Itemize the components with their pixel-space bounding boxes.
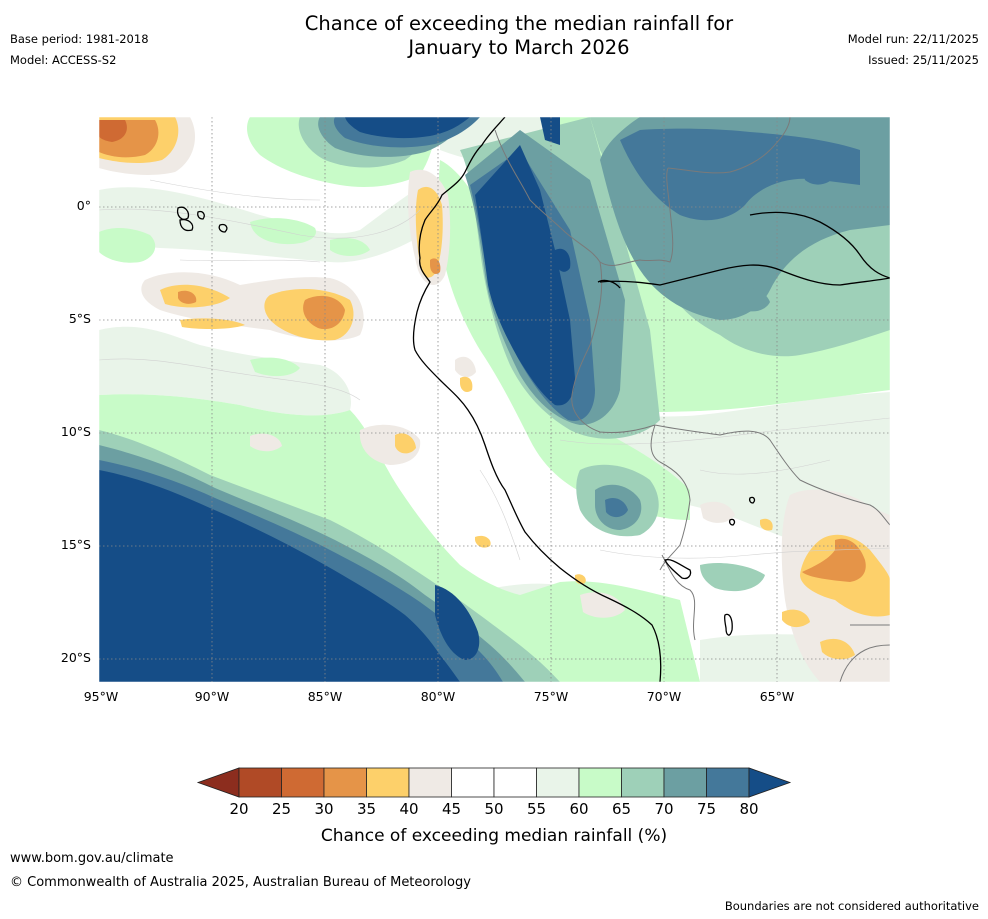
colorbar-cell-c20_25 bbox=[238, 767, 282, 798]
colorbar-tick-label: 65 bbox=[611, 800, 632, 818]
map-title: Chance of exceeding the median rainfall … bbox=[194, 12, 844, 60]
colorbar-cell-c60_65 bbox=[578, 767, 622, 798]
meta-left: Base period: 1981-2018 Model: ACCESS-S2 bbox=[10, 29, 149, 71]
colorbar-tick-label: 70 bbox=[654, 800, 674, 818]
lat-label-20s: 20°S bbox=[60, 650, 91, 665]
colorbar-tick-label: 55 bbox=[526, 800, 547, 818]
colorbar-cell-c70_75 bbox=[663, 767, 707, 798]
colorbar bbox=[196, 767, 792, 798]
colorbar-cell-c45_50 bbox=[451, 767, 495, 798]
lon-label-90w: 90°W bbox=[194, 689, 230, 704]
lat-label-5s: 5°S bbox=[68, 311, 91, 326]
colorbar-cells bbox=[238, 767, 750, 798]
boundary-disclaimer: Boundaries are not considered authoritat… bbox=[724, 899, 979, 913]
colorbar-cell-c55_60 bbox=[536, 767, 580, 798]
colorbar-title: Chance of exceeding median rainfall (%) bbox=[320, 826, 668, 846]
base-period: Base period: 1981-2018 bbox=[10, 32, 149, 46]
colorbar-cell-c25_30 bbox=[281, 767, 325, 798]
issued-date: Issued: 25/11/2025 bbox=[868, 53, 979, 67]
colorbar-cell-c75_80 bbox=[706, 767, 750, 798]
map-title-line2: January to March 2026 bbox=[408, 36, 630, 59]
lat-label-15s: 15°S bbox=[60, 537, 91, 552]
lon-label-65w: 65°W bbox=[759, 689, 795, 704]
colorbar-tick-label: 35 bbox=[356, 800, 377, 818]
colorbar-tick-label: 30 bbox=[314, 800, 334, 818]
model-name: Model: ACCESS-S2 bbox=[10, 53, 117, 67]
colorbar-tick-label: 20 bbox=[229, 800, 249, 818]
colorbar-cell-c40_45 bbox=[408, 767, 452, 798]
colorbar-cell-c35_40 bbox=[366, 767, 410, 798]
website-link[interactable]: www.bom.gov.au/climate bbox=[10, 851, 174, 866]
country-borders bbox=[494, 117, 890, 682]
colorbar-low-arrow bbox=[196, 767, 240, 798]
lon-label-80w: 80°W bbox=[420, 689, 456, 704]
colorbar-tick-label: 50 bbox=[484, 800, 504, 818]
colorbar-tick-label: 45 bbox=[441, 800, 462, 818]
rainfall-probability-field bbox=[99, 117, 890, 682]
copyright-notice: © Commonwealth of Australia 2025, Austra… bbox=[10, 875, 471, 890]
map-title-line1: Chance of exceeding the median rainfall … bbox=[304, 12, 734, 35]
colorbar-cell-c30_35 bbox=[323, 767, 367, 798]
lon-label-95w: 95°W bbox=[83, 689, 119, 704]
colorbar-tick-label: 25 bbox=[271, 800, 292, 818]
coastline bbox=[176, 117, 890, 682]
colorbar-cell-c65_70 bbox=[621, 767, 665, 798]
colorbar-high-arrow bbox=[748, 767, 792, 798]
lon-label-75w: 75°W bbox=[533, 689, 569, 704]
lat-label-10s: 10°S bbox=[60, 424, 91, 439]
colorbar-tick-label: 75 bbox=[696, 800, 717, 818]
model-run-date: Model run: 22/11/2025 bbox=[847, 32, 979, 46]
colorbar-tick-label: 80 bbox=[739, 800, 759, 818]
colorbar-tick-label: 60 bbox=[569, 800, 589, 818]
lon-label-85w: 85°W bbox=[307, 689, 343, 704]
colorbar-tick-label: 40 bbox=[399, 800, 419, 818]
meta-right: Model run: 22/11/2025 Issued: 25/11/2025 bbox=[848, 29, 979, 71]
lat-label-0: 0° bbox=[76, 198, 91, 213]
colorbar-cell-c50_55 bbox=[493, 767, 537, 798]
lon-label-70w: 70°W bbox=[646, 689, 682, 704]
